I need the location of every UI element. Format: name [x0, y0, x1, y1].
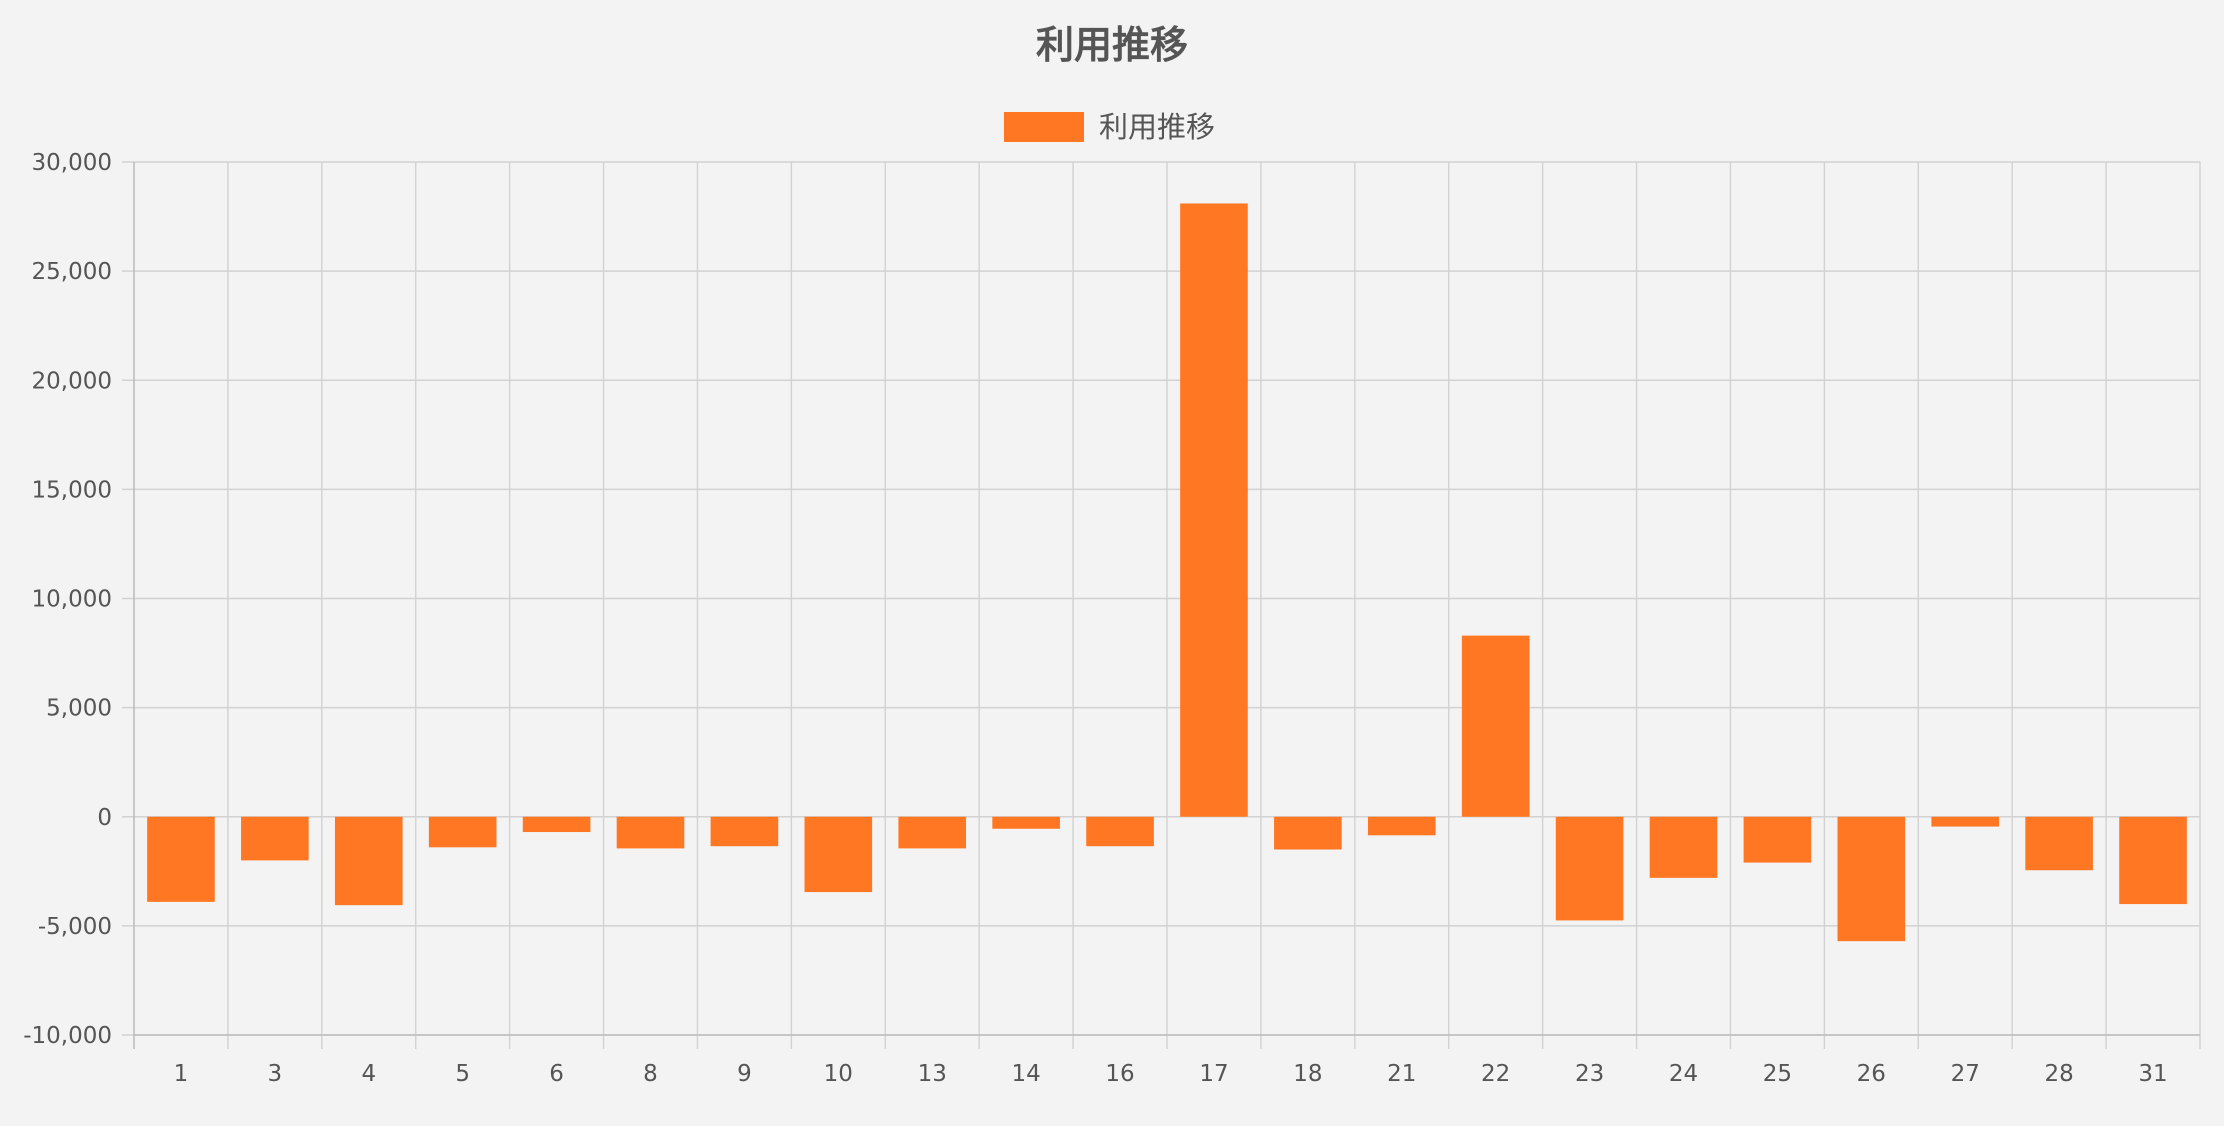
- bar-17[interactable]: [1180, 203, 1248, 817]
- x-tick-label: 18: [1293, 1061, 1322, 1087]
- bar-18[interactable]: [1274, 816, 1342, 850]
- bar-31[interactable]: [2119, 816, 2187, 905]
- bar-series: [147, 203, 2187, 942]
- x-tick-label: 22: [1481, 1061, 1510, 1087]
- y-tick-label: -5,000: [38, 914, 112, 940]
- bar-13[interactable]: [898, 816, 967, 849]
- legend-swatch: [1004, 112, 1084, 142]
- bar-8[interactable]: [616, 816, 685, 849]
- x-tick-label: 16: [1105, 1061, 1134, 1087]
- x-tick-label: 10: [824, 1061, 853, 1087]
- bar-16[interactable]: [1086, 816, 1154, 847]
- bar-1[interactable]: [147, 816, 215, 902]
- x-tick-label: 26: [1857, 1061, 1886, 1087]
- bar-24[interactable]: [1649, 816, 1718, 878]
- x-tick-label: 8: [643, 1061, 658, 1087]
- y-axis-ticks: 30,000 25,000 20,000 15,000 10,000 5,000 0 -5,0…: [23, 150, 112, 1049]
- x-axis-ticks: 1 3 4 5 6 8 9 10 13 14 16 17 18 21 22 23 24 25 26 27 28 31: [174, 1061, 2168, 1087]
- x-tick-label: 14: [1011, 1061, 1040, 1087]
- y-tick-label: 15,000: [32, 477, 112, 503]
- y-tick-label: 25,000: [32, 259, 112, 285]
- bar-21[interactable]: [1367, 816, 1436, 836]
- bar-6[interactable]: [522, 816, 591, 833]
- x-tick-label: 25: [1763, 1061, 1792, 1087]
- y-tick-label: 0: [97, 805, 112, 831]
- chart-title: 利用推移: [1036, 23, 1188, 67]
- x-tick-label: 13: [918, 1061, 947, 1087]
- bar-25[interactable]: [1743, 816, 1812, 863]
- bar-3[interactable]: [241, 816, 309, 861]
- bar-4[interactable]: [334, 816, 403, 906]
- y-tick-label: 20,000: [32, 368, 112, 394]
- x-tick-label: 27: [1951, 1061, 1980, 1087]
- x-tick-label: 5: [455, 1061, 470, 1087]
- x-tick-label: 23: [1575, 1061, 1604, 1087]
- y-tick-label: -10,000: [23, 1023, 112, 1049]
- x-tick-label: 31: [2138, 1061, 2167, 1087]
- y-tick-label: 10,000: [32, 587, 112, 613]
- y-tick-label: 5,000: [46, 696, 112, 722]
- bar-23[interactable]: [1555, 816, 1624, 921]
- x-tick-label: 4: [361, 1061, 376, 1087]
- x-tick-label: 6: [549, 1061, 564, 1087]
- y-tick-label: 30,000: [32, 150, 112, 176]
- x-tick-label: 1: [174, 1061, 189, 1087]
- bar-27[interactable]: [1931, 816, 2000, 827]
- grid: [122, 161, 2201, 1049]
- x-tick-label: 9: [737, 1061, 752, 1087]
- x-tick-label: 17: [1199, 1061, 1228, 1087]
- x-tick-label: 3: [268, 1061, 283, 1087]
- bar-14[interactable]: [992, 816, 1060, 829]
- bar-9[interactable]: [710, 816, 779, 847]
- bar-5[interactable]: [428, 816, 497, 848]
- legend-label: 利用推移: [1099, 110, 1215, 144]
- x-tick-label: 21: [1387, 1061, 1416, 1087]
- bar-28[interactable]: [2025, 816, 2093, 871]
- x-tick-label: 28: [2044, 1061, 2073, 1087]
- legend[interactable]: 利用推移: [1004, 110, 1215, 144]
- bar-22[interactable]: [1461, 635, 1530, 817]
- bar-10[interactable]: [804, 816, 873, 893]
- bar-26[interactable]: [1837, 816, 1906, 942]
- x-tick-label: 24: [1669, 1061, 1698, 1087]
